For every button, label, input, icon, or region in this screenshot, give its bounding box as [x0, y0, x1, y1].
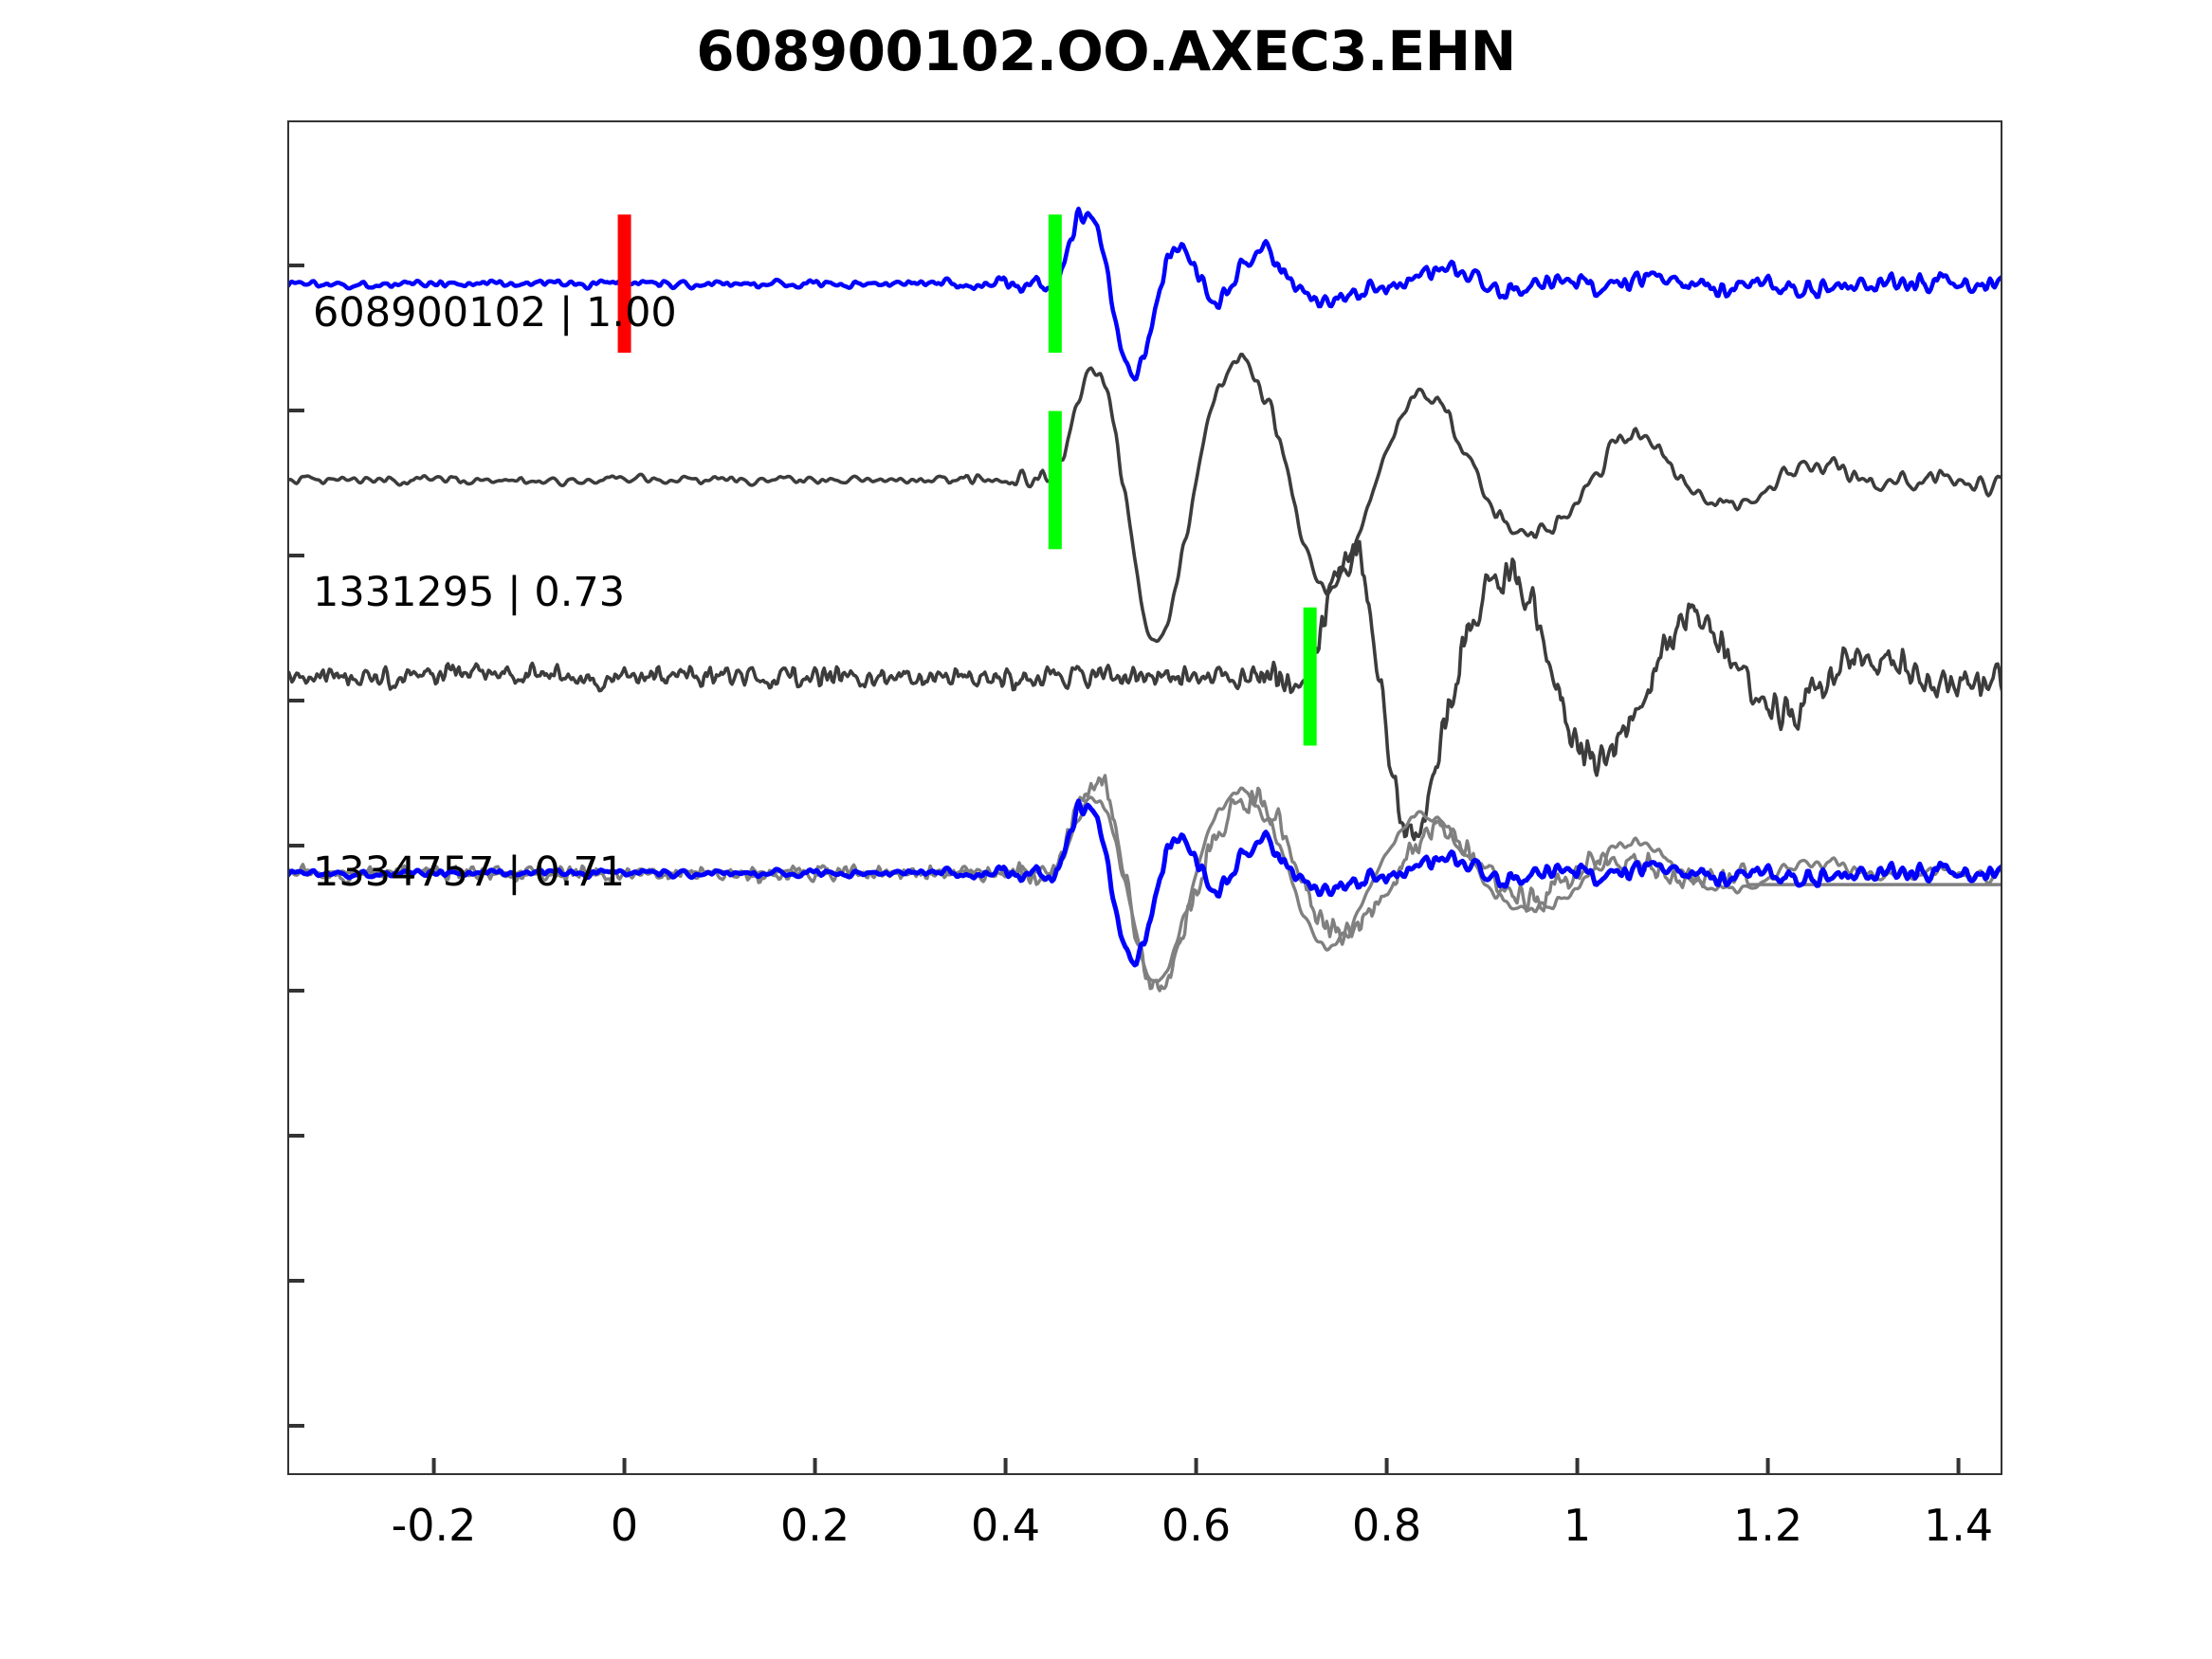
x-tick-label: 0.4: [970, 1500, 1041, 1551]
origin-pick-marker: [617, 214, 631, 354]
x-tick-label: 0: [610, 1500, 639, 1551]
x-tick-label: 0.8: [1351, 1500, 1422, 1551]
markers-group: [617, 214, 1317, 746]
trace-1331295: [287, 352, 2002, 644]
axis-ticks: [287, 120, 1961, 1475]
x-tick-label: 1.2: [1732, 1500, 1803, 1551]
phase-pick-marker-trace1: [1048, 214, 1062, 354]
trace-label-608900102: 608900102 | 1.00: [313, 289, 677, 337]
x-tick-label: 0.2: [779, 1500, 850, 1551]
traces-group: [287, 206, 2002, 993]
plot-area: [287, 120, 2002, 1475]
trace-label-1334757: 1334757 | 0.71: [313, 848, 626, 896]
x-tick-label: -0.2: [391, 1500, 477, 1551]
trace-608900102: [287, 206, 2002, 382]
overlay-trace-608900102: [287, 798, 2002, 968]
phase-pick-marker-trace3: [1303, 607, 1317, 746]
page-title: 608900102.OO.AXEC3.EHN: [696, 19, 1516, 83]
x-tick-label: 1.4: [1923, 1500, 1994, 1551]
waveform-svg: [287, 120, 2002, 1475]
x-tick-label: 1: [1563, 1500, 1592, 1551]
trace-1334757: [287, 539, 2002, 842]
x-tick-label: 0.6: [1161, 1500, 1232, 1551]
trace-label-1331295: 1331295 | 0.73: [313, 569, 626, 616]
phase-pick-marker-trace2: [1048, 410, 1062, 550]
